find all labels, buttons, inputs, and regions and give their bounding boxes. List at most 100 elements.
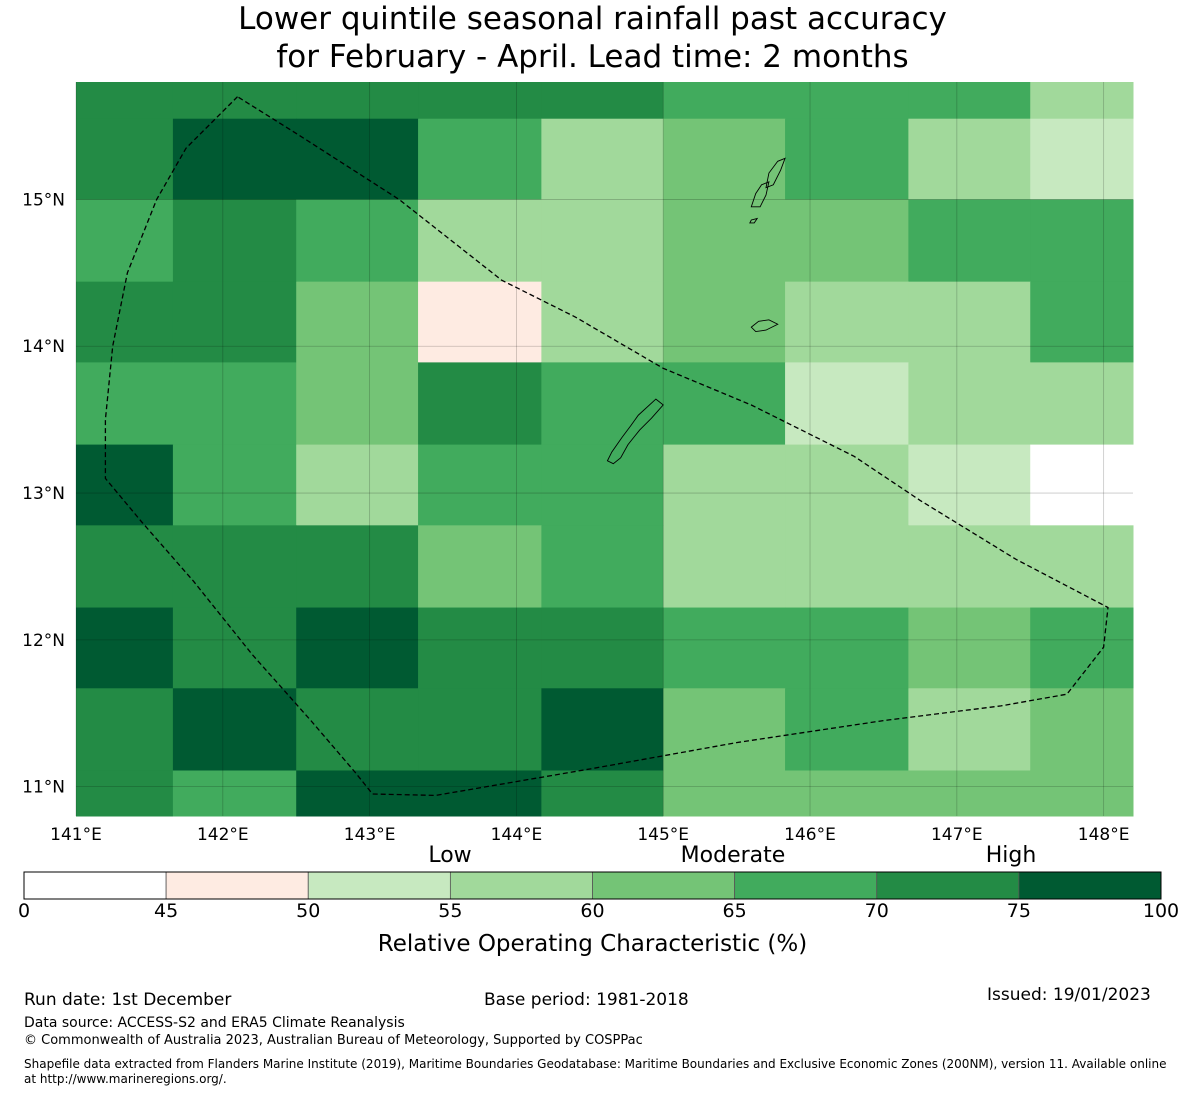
category-low-label: Low (428, 843, 472, 868)
grid-cell (663, 362, 786, 446)
grid-cell (1030, 607, 1134, 689)
grid-cell (172, 82, 297, 120)
grid-cell (785, 444, 909, 526)
longitude-label: 142°E (197, 825, 249, 845)
grid-cell (76, 199, 174, 283)
category-high-label: High (985, 843, 1037, 868)
island-outline (606, 398, 664, 465)
grid-cell (1030, 82, 1134, 120)
island-outline (749, 217, 759, 224)
grid-cell (418, 118, 542, 200)
grid-cell (785, 199, 909, 283)
grid-cell (76, 362, 174, 446)
grid-cell (76, 770, 174, 817)
grid-cell (1030, 525, 1134, 609)
colorbar-tick-label: 55 (438, 900, 463, 922)
grid-cell (663, 199, 786, 283)
title-line-1: Lower quintile seasonal rainfall past ac… (238, 1, 947, 37)
grid-cell (172, 688, 297, 771)
grid-cell (541, 688, 664, 771)
grid-cell (541, 525, 664, 609)
grid-cell (296, 281, 419, 363)
grid-cell (76, 82, 174, 120)
grid-cell (296, 199, 419, 283)
grid-cell (785, 607, 909, 689)
grid-cell (785, 281, 909, 363)
copyright: © Commonwealth of Australia 2023, Austra… (24, 1033, 643, 1048)
longitude-label: 146°E (784, 825, 836, 845)
colorbar-tick-label: 65 (722, 900, 747, 922)
grid-cell (663, 82, 786, 120)
grid-cell (785, 362, 909, 446)
colorbar-title: Relative Operating Characteristic (%) (377, 931, 808, 957)
colorbar-segment (876, 871, 1020, 900)
latitude-label: 13°N (22, 484, 65, 504)
grid-cell (1030, 362, 1134, 446)
grid-cell (296, 770, 419, 817)
grid-cell (76, 688, 174, 771)
grid-cell (785, 525, 909, 609)
longitude-label: 144°E (491, 825, 543, 845)
colorbar-tick-label: 45 (154, 900, 179, 922)
shapefile-credit: Shapefile data extracted from Flanders M… (24, 1057, 1167, 1086)
grid-cell (785, 118, 909, 200)
island-outline (750, 181, 770, 208)
grid-cell (296, 688, 419, 771)
grid-cell (1030, 281, 1134, 363)
colorbar-tick-label: 60 (580, 900, 605, 922)
grid-cell (172, 281, 297, 363)
grid-cell (418, 199, 542, 283)
base-period: Base period: 1981-2018 (484, 990, 689, 1010)
grid-cell (296, 444, 419, 526)
longitude-label: 145°E (637, 825, 689, 845)
colorbar-tick-label: 70 (864, 900, 889, 922)
grid-cell (541, 118, 664, 200)
grid-cell (541, 82, 664, 120)
lat-lon-gridlines (75, 82, 1133, 816)
grid-cell (1030, 770, 1134, 817)
grid-cell (1030, 199, 1134, 283)
colorbar-segment (307, 871, 451, 900)
latitude-label: 12°N (22, 631, 65, 651)
grid-cells (76, 82, 1134, 817)
colorbar-segment (165, 871, 309, 900)
latitude-label: 11°N (22, 778, 65, 798)
island-outline (765, 157, 786, 189)
longitude-label: 147°E (931, 825, 983, 845)
grid-cell (908, 444, 1031, 526)
grid-cell (418, 444, 542, 526)
grid-cell (418, 688, 542, 771)
grid-cell (908, 607, 1031, 689)
grid-cell (296, 362, 419, 446)
colorbar-tick-label: 0 (17, 900, 31, 922)
colorbar-tick-label: 100 (1142, 900, 1180, 922)
grid-cell (1030, 688, 1134, 771)
grid-cell (418, 281, 542, 363)
longitude-label: 143°E (344, 825, 396, 845)
grid-cell (418, 770, 542, 817)
grid-cell (418, 362, 542, 446)
grid-cell (908, 118, 1031, 200)
longitude-labels: 141°E 142°E 143°E 144°E 145°E 146°E 147°E 148°E (50, 825, 1129, 845)
grid-cell (663, 770, 786, 817)
grid-cell (76, 118, 174, 200)
grid-cell (785, 770, 909, 817)
colorbar-segment (23, 871, 167, 900)
longitude-label: 141°E (50, 825, 102, 845)
island-outlines (606, 157, 786, 465)
grid-cell (1030, 118, 1134, 200)
island-outline (750, 319, 779, 333)
grid-cell (76, 525, 174, 609)
grid-cell (908, 281, 1031, 363)
grid-cell (663, 118, 786, 200)
colorbar-segment (449, 871, 593, 900)
grid-cell (172, 118, 297, 200)
grid-cell (76, 281, 174, 363)
grid-cell (785, 82, 909, 120)
grid-cell (296, 118, 419, 200)
grid-cell (908, 770, 1031, 817)
colorbar-segment (734, 871, 878, 900)
grid-cell (296, 607, 419, 689)
grid-cell (418, 525, 542, 609)
category-moderate-label: Moderate (680, 843, 786, 868)
